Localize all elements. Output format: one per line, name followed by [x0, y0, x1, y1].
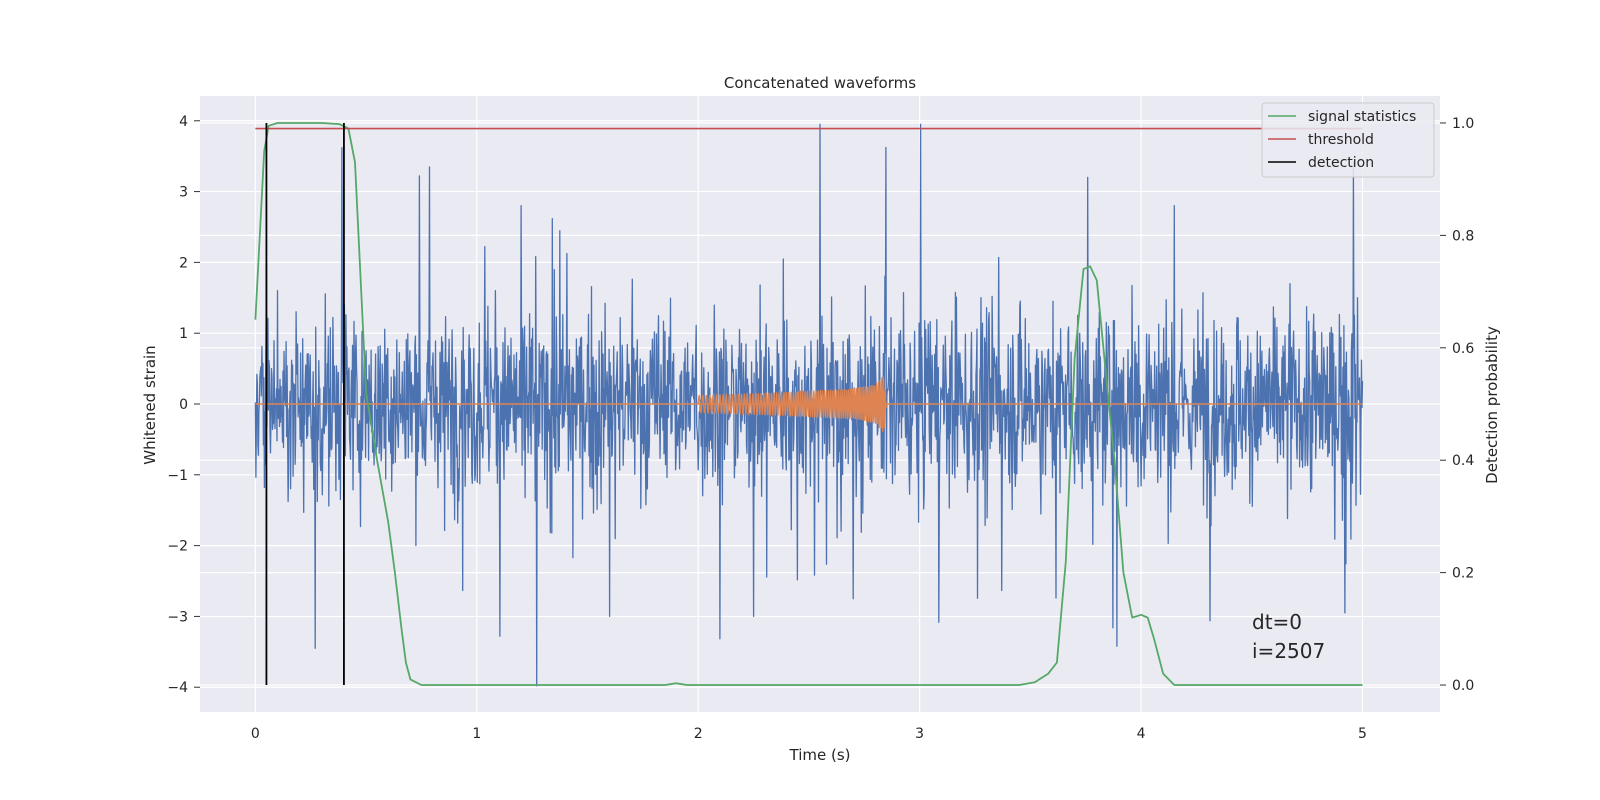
y-axis-ticks: −4 −3 −2 −1 0 1 2 3 4 [167, 114, 200, 696]
y-tick-label: −1 [167, 468, 188, 484]
y-axis-label: Whitened strain [141, 345, 159, 464]
plot-series [254, 122, 1364, 687]
y-tick-label: 2 [179, 255, 188, 271]
legend-label-signal-statistics: signal statistics [1308, 109, 1416, 125]
x-axis-label: Time (s) [789, 746, 851, 764]
annotation-dt: dt=0 [1252, 610, 1302, 634]
y-tick-label: 3 [179, 185, 188, 201]
x-tick-label: 1 [472, 726, 481, 742]
y-tick-label: 4 [179, 114, 188, 130]
y2-axis-ticks: 0.0 0.2 0.4 0.6 0.8 1.0 [1440, 116, 1474, 694]
y2-tick-label: 1.0 [1452, 116, 1474, 132]
y2-tick-label: 0.8 [1452, 228, 1474, 244]
annotation-i: i=2507 [1252, 639, 1325, 663]
y2-tick-label: 0.6 [1452, 341, 1474, 357]
injected-signal-line [697, 376, 887, 432]
y-tick-label: −3 [167, 609, 188, 625]
legend: signal statistics threshold detection [1261, 102, 1435, 178]
x-tick-label: 3 [915, 726, 924, 742]
annotation: dt=0 i=2507 [1252, 610, 1325, 663]
x-tick-label: 5 [1358, 726, 1367, 742]
y-tick-label: 0 [179, 397, 188, 413]
y-tick-label: −2 [167, 539, 188, 555]
legend-box [1261, 102, 1435, 178]
y-tick-label: −4 [167, 680, 188, 696]
x-tick-label: 4 [1137, 726, 1146, 742]
y2-axis-label: Detection probability [1483, 326, 1501, 484]
x-tick-label: 2 [694, 726, 703, 742]
legend-label-threshold: threshold [1308, 132, 1374, 148]
legend-label-detection: detection [1308, 155, 1374, 171]
y2-tick-label: 0.4 [1452, 453, 1474, 469]
y2-tick-label: 0.0 [1452, 678, 1474, 694]
x-axis-ticks: 0 1 2 3 4 5 [251, 726, 1367, 742]
y-tick-label: 1 [179, 326, 188, 342]
chart-title: Concatenated waveforms [724, 74, 916, 92]
y2-tick-label: 0.2 [1452, 566, 1474, 582]
x-tick-label: 0 [251, 726, 260, 742]
